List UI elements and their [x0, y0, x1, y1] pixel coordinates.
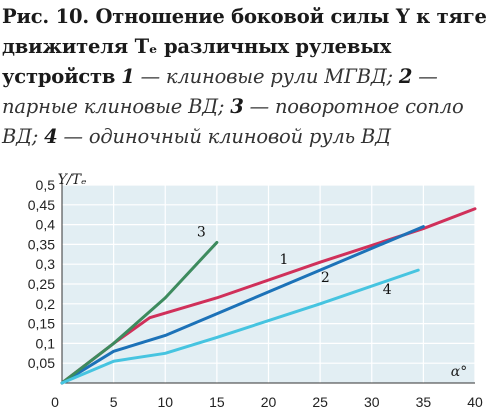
y-tick-label: 0,25 — [28, 276, 55, 292]
series-label-4: 4 — [383, 282, 392, 298]
legend-item-1: 1 — клиновые рули МГВД; — [121, 65, 399, 88]
y-tick-label: 0,35 — [28, 236, 55, 252]
chart-grid — [62, 184, 476, 383]
x-tick-label: 30 — [364, 394, 380, 410]
chart-labels: 1 2 3 4 — [197, 224, 392, 297]
x-tick-label: 25 — [312, 394, 328, 410]
legend-item-2: 2 — парные клиновые ВД; — [2, 65, 438, 118]
y-tick-label: 0,1 — [36, 335, 56, 351]
x-tick-label: 35 — [416, 394, 432, 410]
y-tick-label: 0,5 — [36, 177, 56, 193]
x-tick-label: 5 — [110, 394, 118, 410]
y-tick-label: 0,4 — [36, 217, 56, 233]
y-tick-label: 0,2 — [36, 296, 56, 312]
series-line-3 — [60, 240, 219, 385]
figure-legend-text: 1 — клиновые рули МГВД; 2 — парные клино… — [2, 65, 464, 148]
figure-caption: Рис. 10. Отношение боковой силы Y к тяге… — [2, 2, 496, 152]
chart-series — [60, 207, 477, 385]
x-axis-title: α° — [451, 364, 467, 380]
x-tick-label: 15 — [209, 394, 225, 410]
series-label-3: 3 — [197, 224, 206, 240]
x-tick-label: 40 — [467, 394, 483, 410]
series-label-2: 2 — [321, 270, 330, 286]
x-tick-label: 10 — [157, 394, 173, 410]
figure-title: Рис. 10. Отношение боковой силы Y к тяге… — [2, 5, 487, 88]
series-label-1: 1 — [280, 252, 289, 268]
origin-label: 0 — [51, 394, 59, 410]
y-tick-label: 0,45 — [28, 197, 55, 213]
y-tick-label: 0,15 — [28, 316, 55, 332]
legend-item-3: 3 — поворотное сопло ВД; — [2, 95, 464, 148]
y-axis-title: Y/Tₑ — [58, 172, 87, 188]
series-line-4 — [60, 268, 420, 385]
chart-axes: 0,050,10,150,20,250,30,350,40,450,55 10 15… — [28, 172, 483, 410]
series-line-2 — [60, 225, 425, 385]
x-tick-label: 20 — [261, 394, 277, 410]
y-tick-label: 0,3 — [36, 256, 56, 272]
y-tick-label: 0,05 — [28, 355, 55, 371]
legend-item-4: 4 — одиночный клиновой руль ВД — [44, 125, 391, 148]
